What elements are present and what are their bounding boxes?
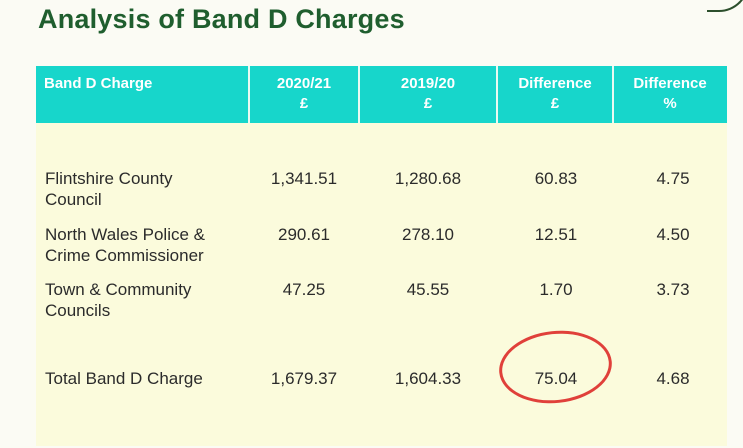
total-2019-20: 1,604.33: [394, 369, 462, 388]
header-label: 2020/21: [276, 75, 332, 92]
cell-difference-percent: 3.73: [656, 280, 690, 299]
header-label: Difference: [518, 75, 592, 92]
header-unit: £: [423, 95, 433, 112]
row-name-line: Town & Community: [45, 280, 192, 299]
row-name: Flintshire County Council: [45, 168, 245, 210]
row-name-line: Crime Commissioner: [45, 246, 204, 265]
header-2020-21: 2020/21 £: [250, 74, 358, 114]
header-unit: %: [663, 95, 677, 112]
cell-difference: 60.83: [534, 169, 578, 188]
cell-difference-percent: 4.75: [656, 169, 690, 188]
header-band-d-charge: Band D Charge: [44, 74, 152, 94]
row-name-line: North Wales Police &: [45, 225, 205, 244]
cell-difference-percent: 4.50: [656, 225, 690, 244]
row-name: Town & Community Councils: [45, 279, 245, 321]
total-difference-percent: 4.68: [656, 369, 690, 388]
table-header: Band D Charge 2020/21 £ 2019/20 £ Differ…: [36, 66, 727, 123]
cell-2020-21: 47.25: [282, 280, 326, 299]
header-label: Band D Charge: [44, 75, 153, 92]
total-label: Total Band D Charge: [45, 369, 203, 388]
header-unit: £: [550, 95, 560, 112]
total-difference: 75.04: [534, 369, 578, 388]
decorative-corner: [707, 0, 743, 12]
cell-2020-21: 290.61: [278, 225, 330, 244]
row-name-line: Councils: [45, 301, 111, 320]
header-label: 2019/20: [400, 75, 456, 92]
cell-difference: 12.51: [534, 225, 578, 244]
header-label: Difference: [633, 75, 707, 92]
cell-2020-21: 1,341.51: [270, 169, 338, 188]
band-d-table: Band D Charge 2020/21 £ 2019/20 £ Differ…: [36, 66, 727, 446]
header-separator: [358, 66, 360, 123]
row-name-line: Flintshire County: [45, 169, 173, 188]
cell-difference: 1.70: [539, 280, 573, 299]
cell-2019-20: 278.10: [402, 225, 454, 244]
header-difference-percent: Difference %: [614, 74, 726, 114]
header-difference-pounds: Difference £: [498, 74, 612, 114]
header-unit: £: [299, 95, 309, 112]
header-separator: [248, 66, 250, 123]
highlight-circle: [495, 325, 616, 409]
header-2019-20: 2019/20 £: [360, 74, 496, 114]
header-separator: [496, 66, 498, 123]
total-2020-21: 1,679.37: [270, 369, 338, 388]
row-name: North Wales Police & Crime Commissioner: [45, 224, 245, 266]
row-name-line: Council: [45, 190, 102, 209]
header-separator: [612, 66, 614, 123]
cell-2019-20: 45.55: [406, 280, 450, 299]
cell-2019-20: 1,280.68: [394, 169, 462, 188]
page-title: Analysis of Band D Charges: [38, 4, 405, 34]
